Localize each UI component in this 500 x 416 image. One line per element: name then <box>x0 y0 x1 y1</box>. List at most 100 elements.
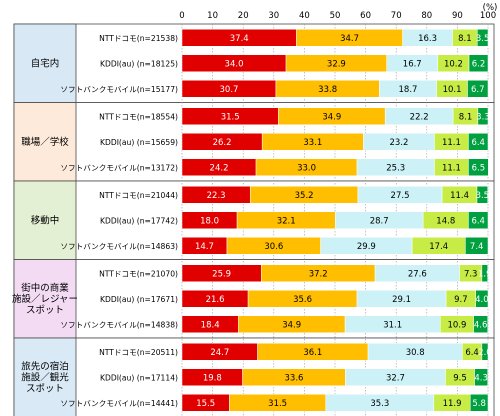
bar-segment-4-2-4 <box>470 394 489 412</box>
bar-label-4-0-3: 6.4 <box>465 348 479 358</box>
bar-label-2-2-2: 29.9 <box>357 242 376 252</box>
bar-label-1-1-0: 26.2 <box>213 138 232 148</box>
bar-label-4-2-0: 15.5 <box>196 399 215 409</box>
bar-label-0-2-1: 33.8 <box>318 85 337 95</box>
bar-label-2-2-3: 17.4 <box>429 242 448 252</box>
bar-label-2-2-1: 30.6 <box>264 242 283 252</box>
bar-segment-3-2-4 <box>473 315 488 333</box>
bar-label-1-2-4: 6.5 <box>472 163 486 173</box>
group-title-3-line-2: スポット <box>26 305 64 316</box>
bar-label-0-1-4: 6.2 <box>472 59 486 69</box>
bar-label-0-2-4: 6.7 <box>471 85 485 95</box>
carrier-label-2-2: ソフトバンクモバイル(n=14863) <box>60 242 178 251</box>
x-tick-80: 80 <box>421 11 432 21</box>
bar-label-0-1-1: 32.9 <box>327 59 346 69</box>
bar-label-0-1-0: 34.0 <box>225 59 244 69</box>
bar-label-2-1-1: 32.1 <box>277 216 296 226</box>
carrier-label-4-2: ソフトバンクモバイル(n=14441) <box>60 399 178 408</box>
bar-label-2-0-3: 11.4 <box>450 191 469 201</box>
group-title-1-line-0: 職場／学校 <box>21 136 69 148</box>
labels: 自宅内職場／学校移動中街中の商業施設／レジャースポット旅先の宿泊施設／観光スポッ… <box>12 3 497 409</box>
bar-label-2-0-4: 3.5 <box>476 191 490 201</box>
group-title-cell-2 <box>13 180 77 260</box>
bar-segment-0-1-4 <box>468 54 489 72</box>
bar-segment-3-1-4 <box>475 290 489 308</box>
bar-label-3-2-1: 34.9 <box>282 320 301 330</box>
carrier-label-1-2: ソフトバンクモバイル(n=13172) <box>60 163 178 172</box>
bar-label-3-1-0: 21.6 <box>206 295 225 305</box>
bar-label-3-1-1: 35.6 <box>293 295 312 305</box>
bar-label-4-0-0: 24.7 <box>210 348 229 358</box>
bar-label-3-2-2: 31.1 <box>383 320 402 330</box>
bar-label-1-1-3: 11.1 <box>442 138 461 148</box>
group-title-4-line-2: スポット <box>26 383 64 394</box>
bar-label-3-0-1: 37.2 <box>309 269 328 279</box>
bar-label-4-0-1: 36.1 <box>303 348 322 358</box>
bar-label-4-2-1: 31.5 <box>268 399 287 409</box>
bar-label-0-1-2: 16.7 <box>403 59 422 69</box>
bar-segment-0-2-4 <box>467 80 489 98</box>
x-tick-50: 50 <box>330 11 341 21</box>
bar-label-0-0-1: 34.7 <box>340 34 359 44</box>
bar-label-2-1-0: 18.0 <box>200 216 219 226</box>
bar-segment-0-0-4 <box>477 29 489 47</box>
bar-label-3-1-2: 29.1 <box>392 295 411 305</box>
x-tick-30: 30 <box>268 11 279 21</box>
bar-label-1-0-0: 31.5 <box>221 112 240 122</box>
bar-label-1-2-1: 33.0 <box>297 163 316 173</box>
carrier-label-2-0: NTTドコモ(n=21044) <box>99 191 178 200</box>
bar-label-3-2-3: 10.9 <box>447 320 466 330</box>
bar-segment-2-2-4 <box>465 237 489 255</box>
bar-label-1-2-3: 11.1 <box>442 163 461 173</box>
bar-segment-1-0-4 <box>477 107 489 125</box>
bar-label-3-2-4: 4.6 <box>474 320 488 330</box>
x-tick-20: 20 <box>238 11 249 21</box>
x-tick-40: 40 <box>299 11 310 21</box>
bar-label-4-2-3: 11.9 <box>443 399 462 409</box>
bar-label-1-1-1: 33.1 <box>303 138 322 148</box>
bar-label-1-0-3: 8.1 <box>459 112 473 122</box>
bar-segment-2-1-4 <box>468 211 489 229</box>
bar-label-0-0-3: 8.1 <box>458 34 472 44</box>
bar-label-2-2-0: 14.7 <box>195 242 214 252</box>
bar-label-3-0-4: 1.9 <box>478 269 492 279</box>
group-title-cell-4 <box>13 337 77 416</box>
carrier-label-3-1: KDDI(au) (n=17671) <box>100 295 178 304</box>
bar-label-1-0-1: 34.9 <box>322 112 341 122</box>
bar-label-3-0-2: 27.6 <box>408 269 427 279</box>
group-title-3-line-1: 施設／レジャー <box>12 293 78 305</box>
bar-label-0-2-0: 30.7 <box>220 85 239 95</box>
group-title-4-line-0: 旅先の宿泊 <box>21 360 69 372</box>
bar-label-0-0-0: 37.4 <box>230 34 249 44</box>
bar-label-0-2-2: 18.7 <box>399 85 418 95</box>
bar-segment-4-1-4 <box>474 368 488 386</box>
bar-segment-2-0-4 <box>476 186 488 204</box>
carrier-label-1-1: KDDI(au) (n=15659) <box>100 138 178 147</box>
bar-label-3-1-4: 4.0 <box>475 295 489 305</box>
group-title-3-line-0: 街中の商業 <box>21 282 69 294</box>
bar-label-1-2-2: 25.3 <box>386 163 405 173</box>
bar-label-4-1-1: 33.6 <box>285 373 304 383</box>
bar-label-1-0-4: 3.3 <box>476 112 490 122</box>
bar-label-4-0-2: 30.8 <box>406 348 425 358</box>
bar-label-4-1-2: 32.7 <box>386 373 405 383</box>
carrier-label-3-0: NTTドコモ(n=21070) <box>99 269 178 278</box>
bar-label-1-1-4: 6.4 <box>471 138 485 148</box>
x-tick-0: 0 <box>179 11 184 21</box>
x-tick-70: 70 <box>391 11 402 21</box>
bar-label-3-0-3: 7.3 <box>464 269 478 279</box>
bar-label-4-2-4: 5.8 <box>472 399 486 409</box>
group-title-cell-3 <box>13 259 77 339</box>
group-title-4-line-1: 施設／観光 <box>21 371 69 383</box>
x-tick-90: 90 <box>452 11 463 21</box>
x-tick-60: 60 <box>360 11 371 21</box>
bar-label-4-0-4: 2.0 <box>478 348 492 358</box>
bar-label-3-0-0: 25.9 <box>212 269 231 279</box>
x-tick-10: 10 <box>207 11 218 21</box>
bar-label-2-0-1: 35.2 <box>295 191 314 201</box>
bar-label-0-2-3: 10.1 <box>443 85 462 95</box>
bar-label-1-2-0: 24.2 <box>210 163 229 173</box>
carrier-label-3-2: ソフトバンクモバイル(n=14838) <box>60 320 178 329</box>
carrier-label-0-2: ソフトバンクモバイル(n=15177) <box>60 85 178 94</box>
x-unit-label: (%) <box>483 3 498 13</box>
